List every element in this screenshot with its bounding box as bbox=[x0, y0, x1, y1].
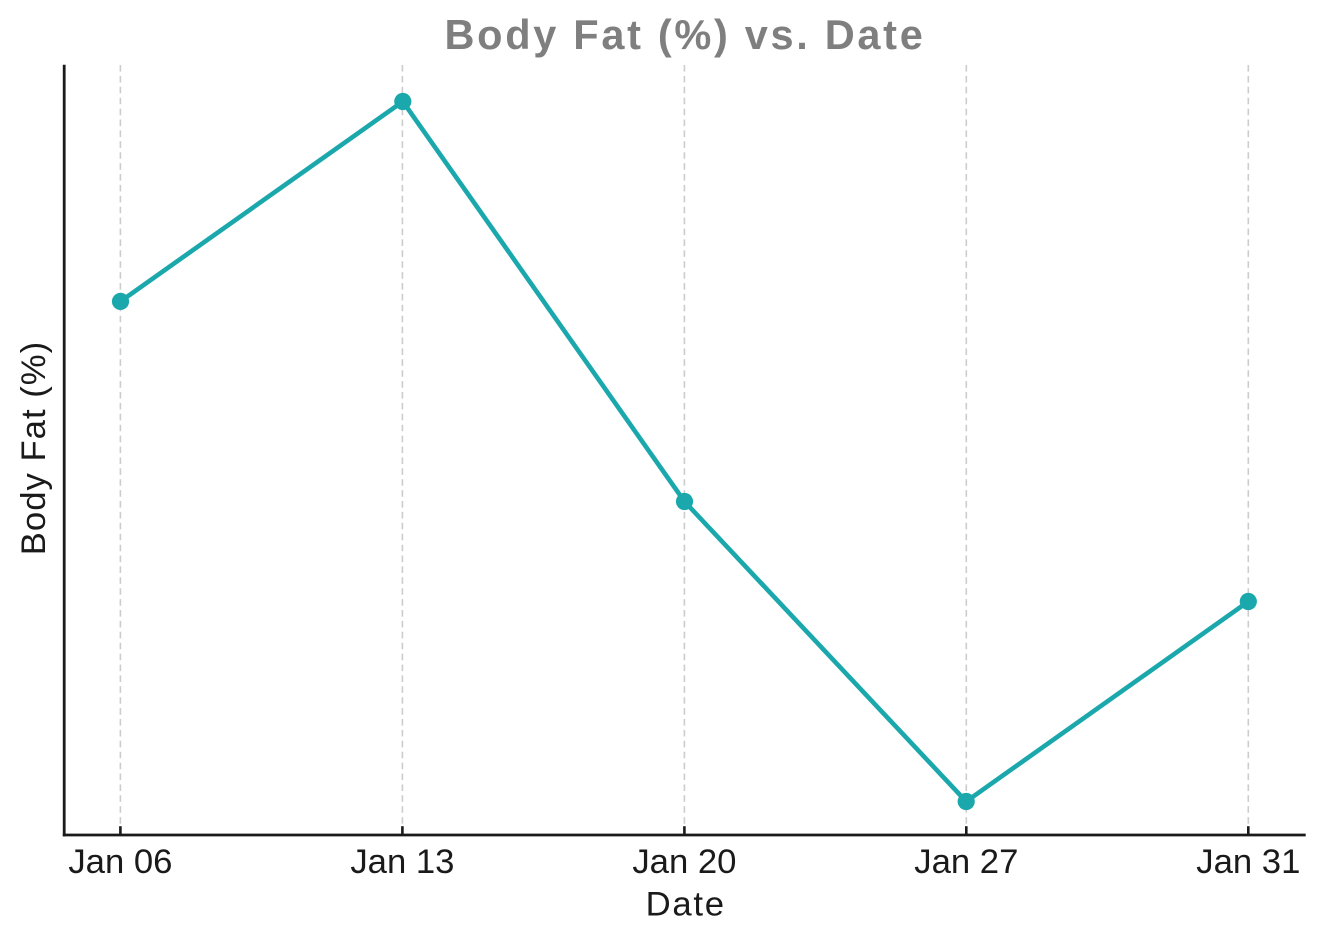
svg-text:Jan 20: Jan 20 bbox=[632, 843, 736, 881]
svg-text:Jan 31: Jan 31 bbox=[1196, 843, 1300, 881]
svg-text:Jan 06: Jan 06 bbox=[68, 843, 172, 881]
svg-text:Body Fat (%) vs. Date: Body Fat (%) vs. Date bbox=[444, 11, 925, 58]
svg-text:Body Fat (%): Body Fat (%) bbox=[15, 341, 53, 555]
svg-text:Jan 27: Jan 27 bbox=[914, 843, 1018, 881]
svg-text:Jan 13: Jan 13 bbox=[350, 843, 454, 881]
svg-text:Date: Date bbox=[646, 886, 726, 924]
